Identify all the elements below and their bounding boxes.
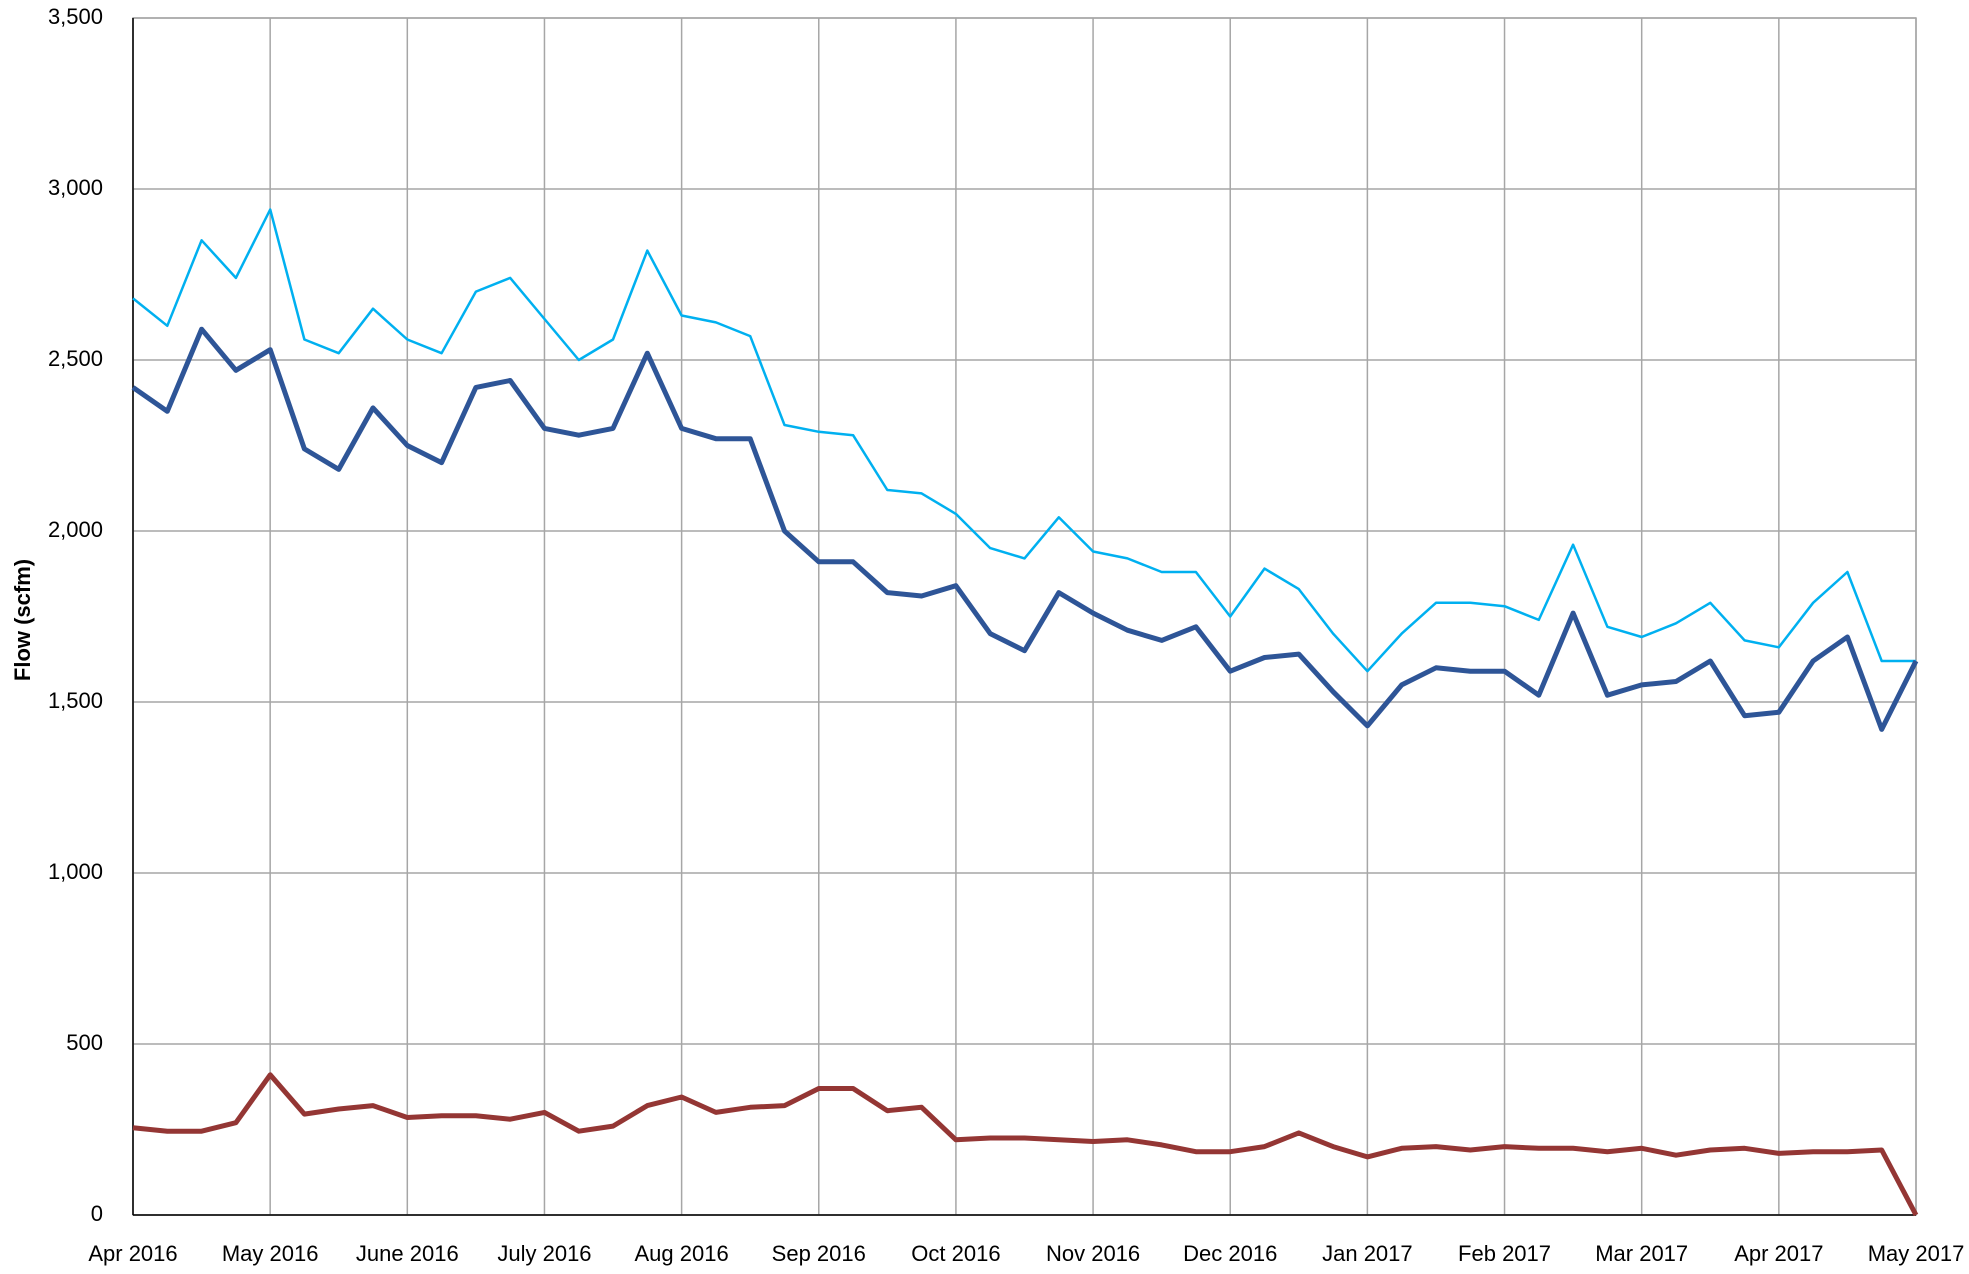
x-tick-label: June 2016 [356,1241,459,1266]
x-tick-label: Mar 2017 [1595,1241,1688,1266]
x-tick-label: Sep 2016 [772,1241,866,1266]
y-tick-label: 3,500 [48,4,103,29]
y-tick-label: 1,000 [48,859,103,884]
series-line [132,208,1916,673]
x-tick-label: Feb 2017 [1458,1241,1551,1266]
x-tick-label: July 2016 [497,1241,591,1266]
x-tick-label: Nov 2016 [1046,1241,1140,1266]
x-tick-label: Apr 2016 [88,1241,177,1266]
series-line [132,1072,1919,1217]
x-tick-label: Oct 2016 [911,1241,1000,1266]
y-tick-label: 3,000 [48,175,103,200]
series-line [131,326,1919,732]
x-tick-label: Jan 2017 [1322,1241,1413,1266]
y-axis-label: Flow (scfm) [10,559,35,681]
x-tick-label: Apr 2017 [1734,1241,1823,1266]
x-tick-label: May 2016 [222,1241,319,1266]
x-tick-label: Aug 2016 [635,1241,729,1266]
y-tick-label: 2,500 [48,346,103,371]
x-tick-label: May 2017 [1868,1241,1965,1266]
x-tick-label: Dec 2016 [1183,1241,1277,1266]
y-tick-label: 2,000 [48,517,103,542]
y-tick-label: 1,500 [48,688,103,713]
plot-frame [132,17,1917,1216]
y-tick-label: 500 [66,1030,103,1055]
y-tick-label: 0 [91,1201,103,1226]
